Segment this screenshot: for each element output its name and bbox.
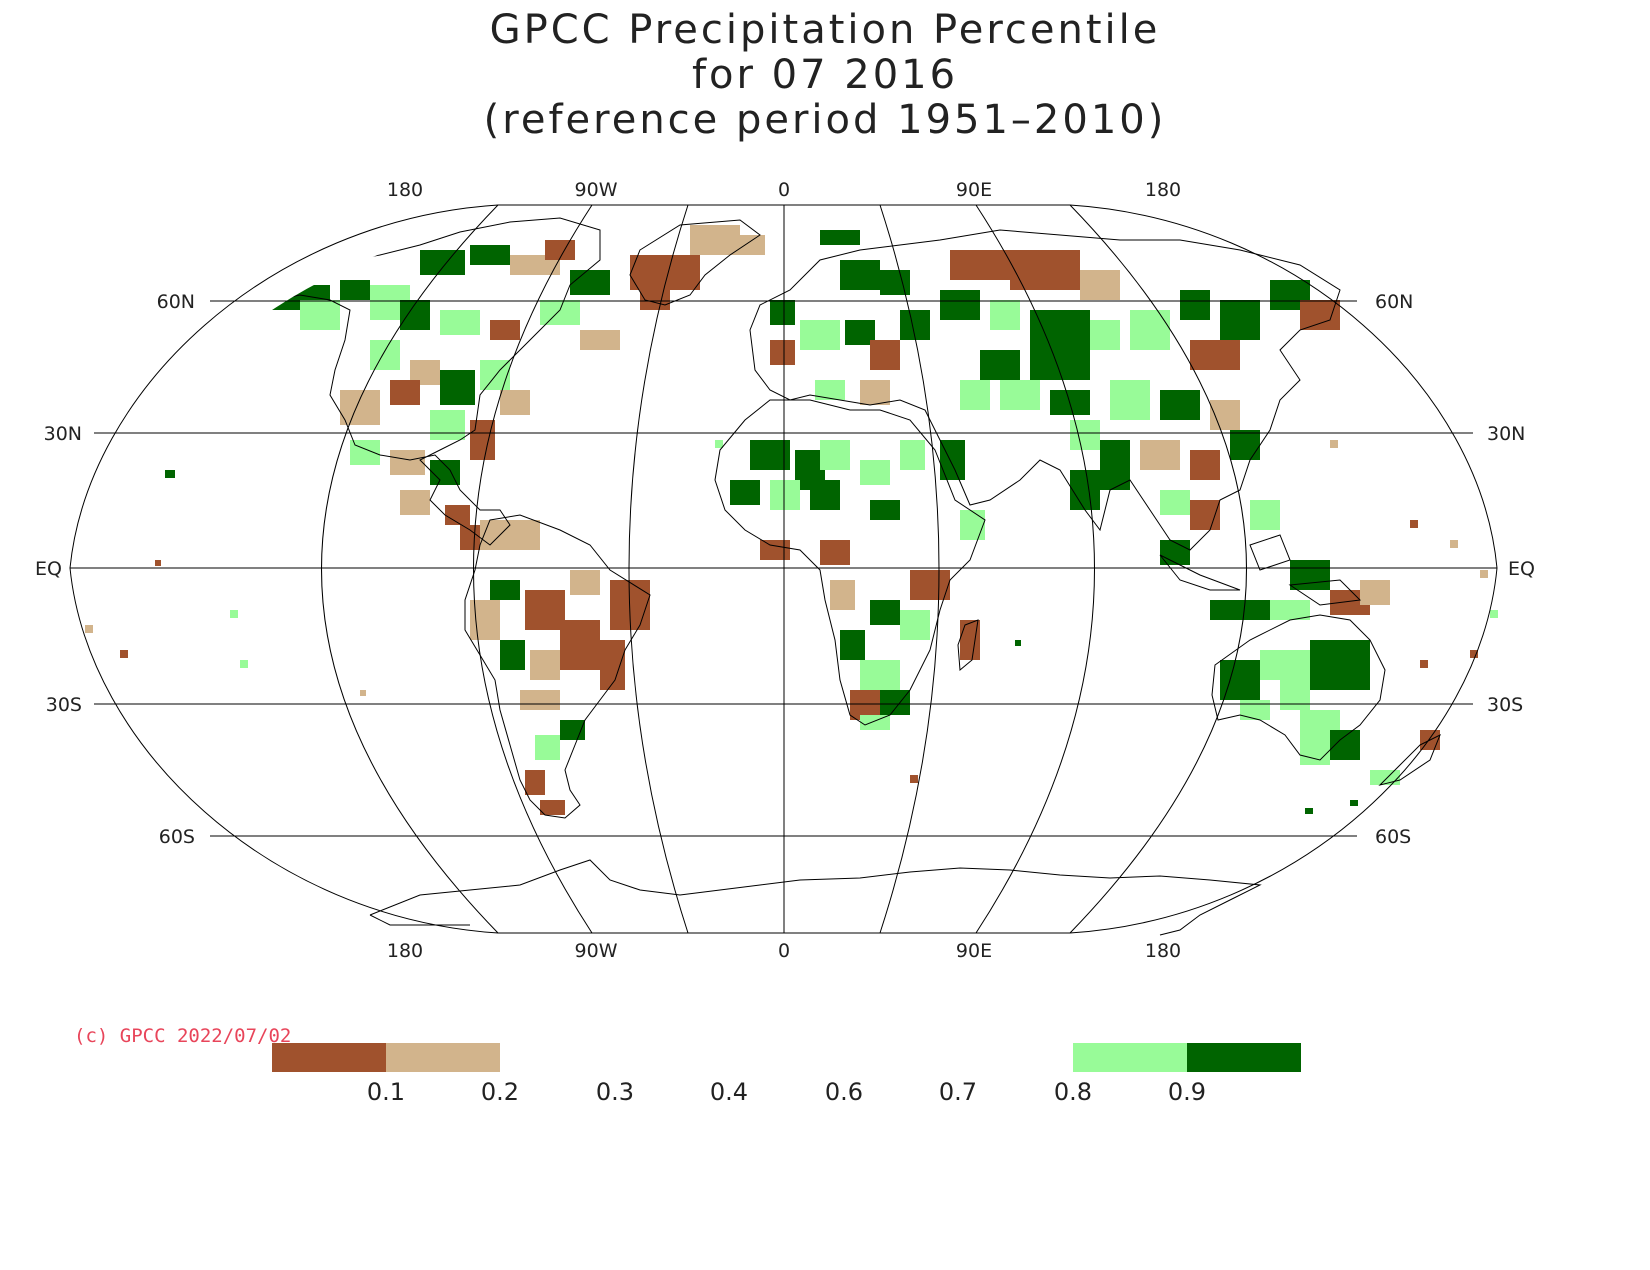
meridian-90e bbox=[975, 204, 1095, 934]
coast-greenland bbox=[629, 219, 761, 306]
lat-label-right-30n: 30N bbox=[1487, 423, 1525, 445]
meridian-45w bbox=[628, 204, 689, 934]
coast-south-america bbox=[464, 514, 651, 819]
lon-label-top-90e: 90E bbox=[956, 179, 992, 201]
coast-africa bbox=[714, 399, 986, 726]
coast-north-america bbox=[259, 217, 601, 546]
australia-patches bbox=[1210, 560, 1440, 785]
legend-tick-3: 0.4 bbox=[710, 1078, 748, 1106]
graticule bbox=[69, 204, 1498, 934]
lon-label-top-0: 0 bbox=[778, 179, 790, 201]
lat-label-right-60n: 60N bbox=[1375, 291, 1413, 313]
legend-tick-7: 0.9 bbox=[1168, 1078, 1206, 1106]
legend-tick-6: 0.8 bbox=[1054, 1078, 1092, 1106]
meridian-135w bbox=[321, 204, 499, 934]
coast-madagascar bbox=[957, 619, 979, 672]
legend-tick-5: 0.7 bbox=[939, 1078, 977, 1106]
copyright-notice: (c) GPCC 2022/07/02 bbox=[74, 1025, 292, 1047]
map-title: GPCC Precipitation Percentile for 07 201… bbox=[0, 8, 1650, 143]
map-border bbox=[69, 204, 1498, 934]
coast-indonesia bbox=[1159, 534, 1362, 606]
lon-label-top-180w: 180 bbox=[387, 179, 423, 201]
south-america-patches bbox=[470, 520, 650, 815]
legend-tick-2: 0.3 bbox=[596, 1078, 634, 1106]
lon-label-bottom-90w: 90W bbox=[575, 940, 618, 962]
lon-label-bottom-0: 0 bbox=[778, 940, 790, 962]
lat-label-left-60n: 60N bbox=[157, 291, 195, 313]
lon-label-bottom-180e: 180 bbox=[1145, 940, 1181, 962]
lat-label-right-30s: 30S bbox=[1487, 694, 1523, 716]
meridian-45e bbox=[879, 204, 940, 934]
lon-label-bottom-90e: 90E bbox=[956, 940, 992, 962]
lon-label-bottom-180w: 180 bbox=[387, 940, 423, 962]
lon-label-top-180e: 180 bbox=[1145, 179, 1181, 201]
meridian-135e bbox=[1069, 204, 1247, 934]
lon-labels-top: 180 90W 0 90E 180 bbox=[387, 179, 1181, 201]
legend-swatch-above-0.9 bbox=[1187, 1043, 1301, 1072]
title-line-3: (reference period 1951–2010) bbox=[483, 97, 1167, 143]
north-america-patches bbox=[270, 240, 620, 550]
lon-label-top-90w: 90W bbox=[575, 179, 618, 201]
europe-africa-patches bbox=[730, 230, 985, 730]
color-legend: 0.1 0.2 0.3 0.4 0.6 0.7 0.8 0.9 bbox=[272, 1043, 1301, 1106]
lat-label-right-eq: EQ bbox=[1508, 558, 1535, 580]
coast-eurasia bbox=[749, 229, 1341, 551]
percentile-patches bbox=[85, 225, 1498, 815]
coastlines bbox=[259, 217, 1441, 936]
scattered-points bbox=[85, 440, 1498, 814]
legend-swatch-0.1-0.2 bbox=[386, 1043, 500, 1072]
legend-tick-1: 0.2 bbox=[481, 1078, 519, 1106]
lat-label-right-60s: 60S bbox=[1375, 826, 1411, 848]
meridian-90w bbox=[473, 204, 593, 934]
coast-australia bbox=[1211, 614, 1386, 761]
title-line-1: GPCC Precipitation Percentile bbox=[489, 7, 1161, 53]
legend-tick-0: 0.1 bbox=[367, 1078, 405, 1106]
lat-label-left-60s: 60S bbox=[159, 826, 195, 848]
coast-antarctica bbox=[369, 859, 1262, 936]
greenland-patches bbox=[630, 225, 765, 310]
lat-label-left-30s: 30S bbox=[46, 694, 82, 716]
title-line-2: for 07 2016 bbox=[691, 52, 959, 98]
legend-swatch-0.8-0.9 bbox=[1073, 1043, 1187, 1072]
legend-swatch-below-0.1 bbox=[272, 1043, 386, 1072]
coast-new-zealand bbox=[1378, 733, 1441, 786]
lat-labels-right: 60N 30N EQ 30S 60S bbox=[1375, 291, 1535, 848]
asia-patches bbox=[940, 250, 1340, 565]
lat-labels-left: 60N 30N EQ 30S 60S bbox=[35, 291, 195, 848]
lon-labels-bottom: 180 90W 0 90E 180 bbox=[387, 940, 1181, 962]
lat-label-left-eq: EQ bbox=[35, 558, 62, 580]
legend-tick-4: 0.6 bbox=[825, 1078, 863, 1106]
lat-label-left-30n: 30N bbox=[44, 423, 82, 445]
